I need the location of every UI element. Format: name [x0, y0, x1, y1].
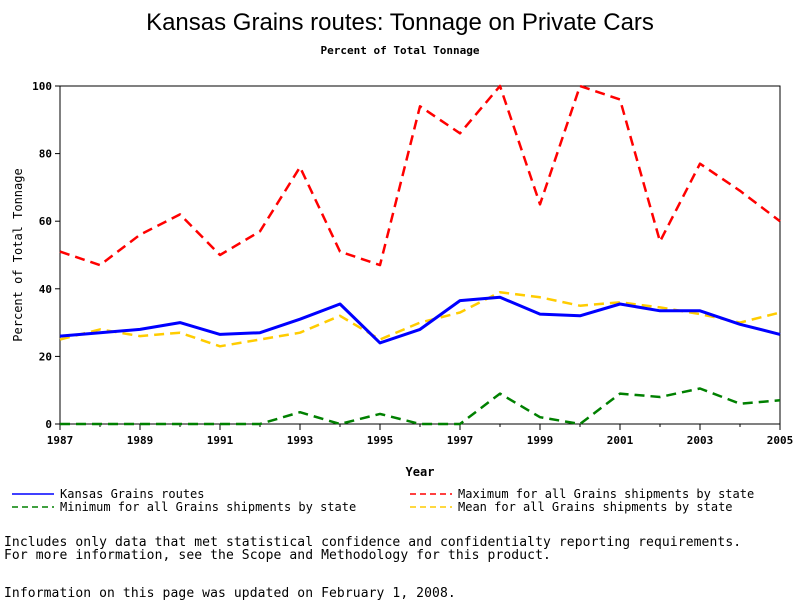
- x-tick-label: 2001: [607, 434, 634, 447]
- x-tick-label: 1997: [447, 434, 474, 447]
- x-axis-label: Year: [406, 465, 435, 479]
- x-tick-label: 1989: [127, 434, 154, 447]
- legend-label-0: Kansas Grains routes: [60, 487, 205, 501]
- x-tick-label: 2005: [767, 434, 794, 447]
- x-tick-label: 1995: [367, 434, 394, 447]
- legend-label-1: Maximum for all Grains shipments by stat…: [458, 487, 754, 501]
- plot-frame: [60, 86, 780, 424]
- x-tick-label: 1991: [207, 434, 234, 447]
- y-tick-label: 40: [39, 283, 52, 296]
- x-tick-label: 1999: [527, 434, 554, 447]
- legend: Kansas Grains routes Maximum for all Grai…: [12, 487, 754, 514]
- series-line-2: [60, 389, 780, 425]
- series-line-0: [60, 297, 780, 343]
- x-tick-label: 1987: [47, 434, 74, 447]
- chart-subtitle: Percent of Total Tonnage: [321, 44, 480, 57]
- x-tick-label: 1993: [287, 434, 314, 447]
- y-axis-label: Percent of Total Tonnage: [11, 168, 25, 341]
- y-tick-label: 60: [39, 215, 52, 228]
- footnote-methodology: For more information, see the Scope and …: [4, 548, 551, 563]
- y-tick-label: 80: [39, 148, 52, 161]
- legend-label-3: Mean for all Grains shipments by state: [458, 500, 733, 514]
- y-tick-label: 20: [39, 350, 52, 363]
- chart-title: Kansas Grains routes: Tonnage on Private…: [146, 9, 654, 36]
- x-tick-label: 2003: [687, 434, 714, 447]
- legend-label-2: Minimum for all Grains shipments by stat…: [60, 500, 356, 514]
- plot-area: 0 20 40 60 80 100 1987 1989 1991 1993 1995 1997 1999…: [32, 80, 793, 447]
- y-tick-label: 100: [32, 80, 52, 93]
- y-tick-label: 0: [45, 418, 52, 431]
- series-line-1: [60, 86, 780, 265]
- footnote-updated: Information on this page was updated on …: [4, 586, 456, 601]
- series-line-3: [60, 292, 780, 346]
